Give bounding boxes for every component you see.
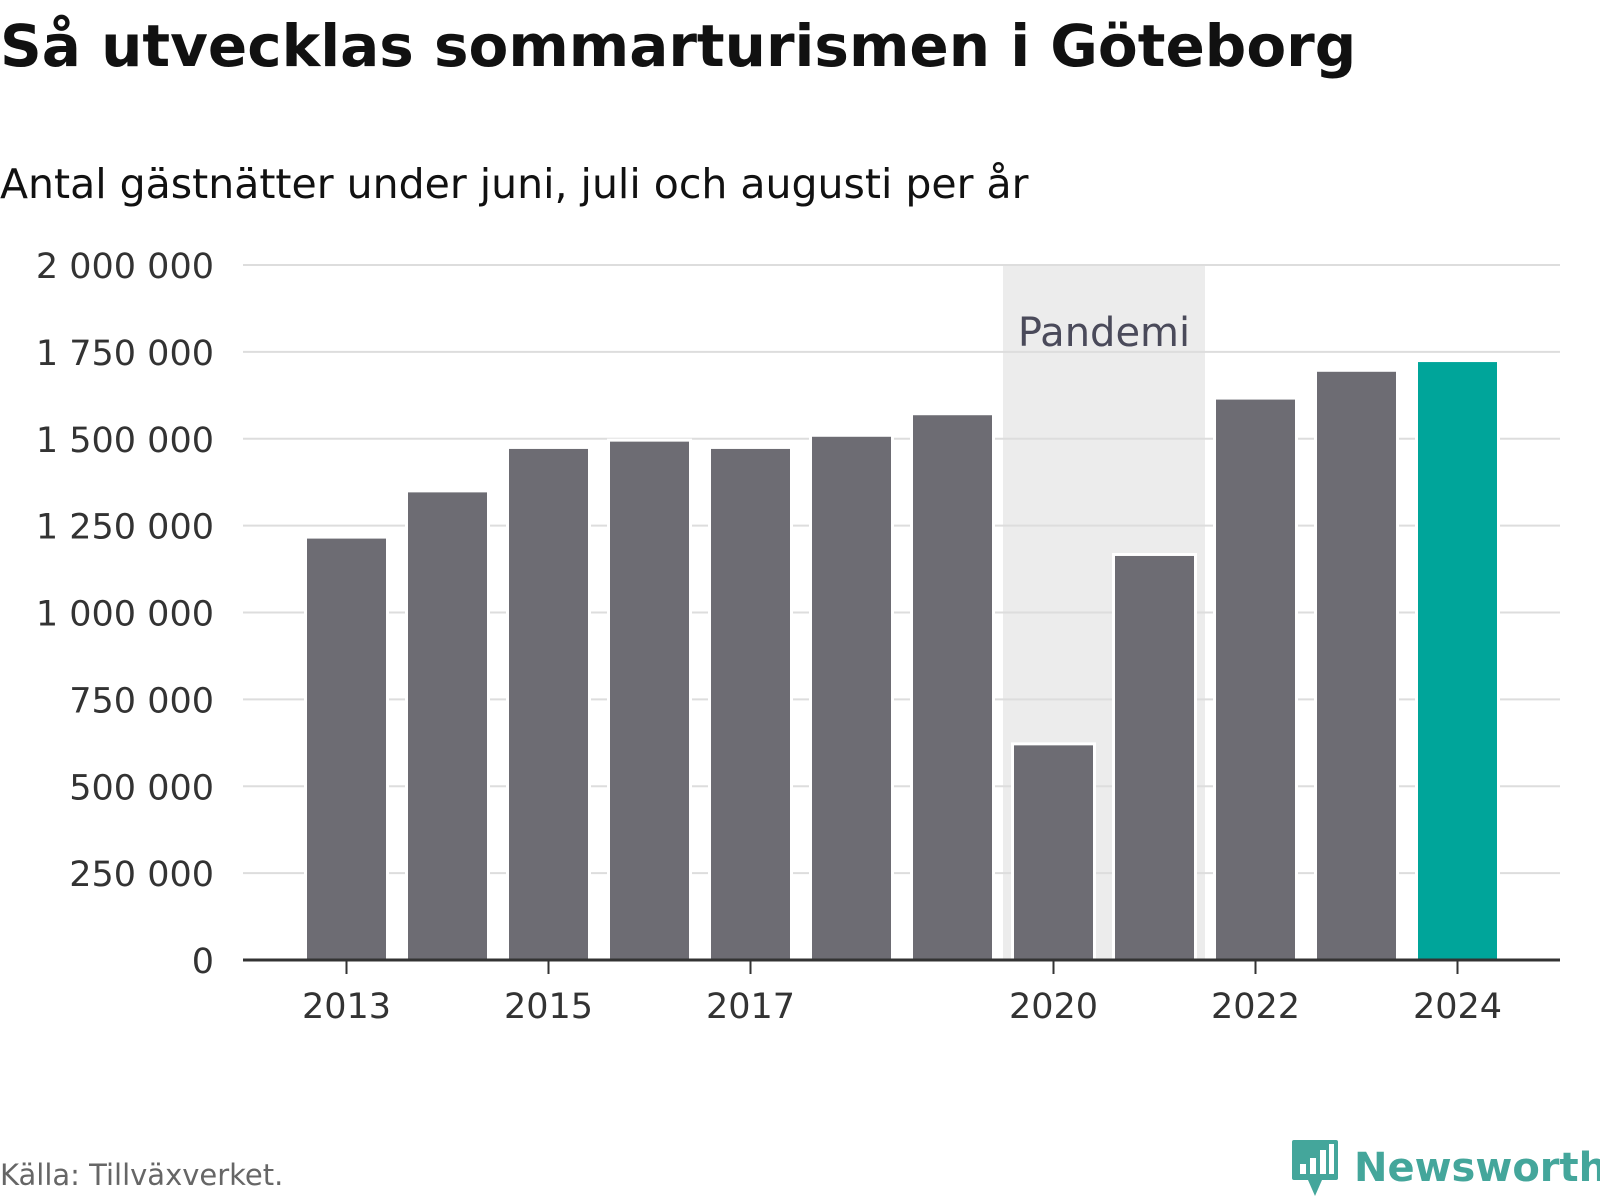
bar-2020: [1011, 742, 1096, 962]
y-tick-label: 2 000 000: [36, 247, 214, 287]
source-note: Källa: Tillväxverket.: [0, 1158, 284, 1192]
bar-2022: [1213, 396, 1298, 962]
x-tick-label: 2013: [302, 987, 391, 1027]
chart-title: Så utvecklas sommarturismen i Göteborg: [0, 12, 1357, 80]
brand-name: Newsworthy: [1354, 1145, 1600, 1191]
bar-2016: [607, 438, 692, 962]
x-tick-label: 2015: [504, 987, 593, 1027]
bar-2015: [506, 445, 591, 962]
x-tick-label: 2024: [1413, 987, 1502, 1027]
bar-2013: [304, 535, 389, 962]
bar-2024: [1415, 359, 1500, 962]
brand-logo[interactable]: Newsworthy: [1290, 1138, 1600, 1198]
x-tick-label: 2017: [706, 987, 795, 1027]
x-tick-label: 2022: [1211, 987, 1300, 1027]
bar-2019: [910, 412, 995, 962]
x-axis: [243, 958, 1560, 974]
y-tick-label: 250 000: [69, 855, 214, 895]
newsworthy-chart-bubble-icon: [1292, 1140, 1338, 1196]
x-tick-label: 2020: [1009, 987, 1098, 1027]
bar-2017: [708, 445, 793, 962]
bar-2014: [405, 489, 490, 962]
y-tick-label: 1 000 000: [36, 595, 214, 635]
y-tick-label: 0: [192, 942, 214, 982]
y-tick-label: 1 500 000: [36, 421, 214, 461]
y-tick-label: 750 000: [69, 681, 214, 721]
y-tick-label: 1 750 000: [36, 334, 214, 374]
y-tick-label: 500 000: [69, 768, 214, 808]
bar-2018: [809, 433, 894, 962]
bar-2021: [1112, 552, 1197, 962]
chart-subtitle: Antal gästnätter under juni, juli och au…: [0, 160, 1029, 208]
labels-layer: Pandemi 0 250 000 500 000 750 000 1 000 000 1 …: [36, 247, 1502, 1027]
bar-chart: Pandemi 0 250 000 500 000 750 000 1 000 000 1 …: [36, 247, 1560, 1027]
pandemic-label: Pandemi: [1018, 310, 1190, 356]
y-tick-label: 1 250 000: [36, 508, 214, 548]
bars-layer: [304, 359, 1500, 962]
bar-2023: [1314, 368, 1399, 962]
